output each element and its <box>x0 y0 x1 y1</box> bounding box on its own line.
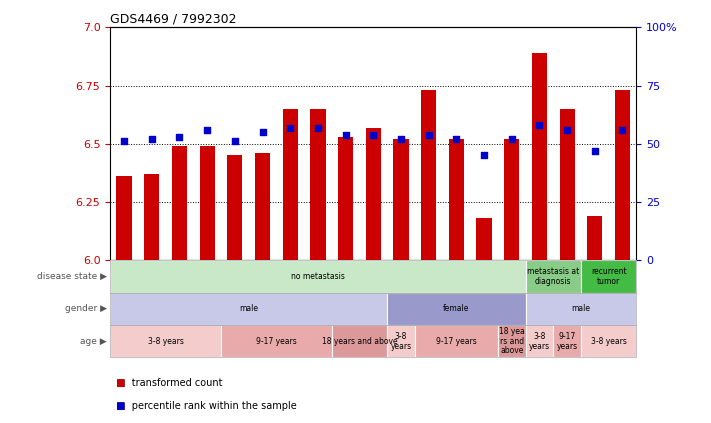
Point <box>201 126 213 133</box>
Bar <box>387 325 415 357</box>
Point <box>451 136 462 143</box>
Point <box>479 152 490 159</box>
Bar <box>421 90 437 260</box>
Text: disease state ▶: disease state ▶ <box>37 272 107 281</box>
Bar <box>498 325 525 357</box>
Text: male: male <box>572 304 590 313</box>
Bar <box>110 293 387 325</box>
Bar <box>282 109 298 260</box>
Text: 18 yea
rs and
above: 18 yea rs and above <box>499 327 525 355</box>
Bar <box>117 176 132 260</box>
Bar <box>560 109 574 260</box>
Bar <box>110 260 525 293</box>
Point <box>368 131 379 138</box>
Text: age ▶: age ▶ <box>80 337 107 346</box>
Bar <box>255 153 270 260</box>
Text: gender ▶: gender ▶ <box>65 304 107 313</box>
Bar <box>172 146 187 260</box>
Text: female: female <box>443 304 469 313</box>
Text: no metastasis: no metastasis <box>291 272 345 281</box>
Text: male: male <box>239 304 258 313</box>
Point <box>617 126 629 133</box>
Point <box>257 129 268 136</box>
Bar <box>387 293 525 325</box>
Bar <box>310 109 326 260</box>
Point <box>395 136 407 143</box>
Bar <box>525 260 581 293</box>
Point <box>312 124 324 131</box>
Text: 3-8
years: 3-8 years <box>529 332 550 351</box>
Bar <box>553 325 581 357</box>
Text: ■  percentile rank within the sample: ■ percentile rank within the sample <box>110 401 297 411</box>
Point <box>423 131 434 138</box>
Bar <box>581 325 636 357</box>
Text: 18 years and above: 18 years and above <box>321 337 397 346</box>
Text: 3-8
years: 3-8 years <box>390 332 412 351</box>
Text: 3-8 years: 3-8 years <box>591 337 626 346</box>
Text: 9-17 years: 9-17 years <box>436 337 476 346</box>
Bar <box>365 128 381 260</box>
Bar <box>532 53 547 260</box>
Bar <box>221 325 332 357</box>
Text: GDS4469 / 7992302: GDS4469 / 7992302 <box>110 12 237 25</box>
Point <box>534 122 545 129</box>
Point <box>229 138 240 145</box>
Bar <box>393 139 409 260</box>
Bar <box>228 155 242 260</box>
Point <box>284 124 296 131</box>
Bar <box>525 325 553 357</box>
Bar <box>504 139 519 260</box>
Text: recurrent
tumor: recurrent tumor <box>591 267 626 286</box>
Bar <box>110 325 221 357</box>
Text: 9-17 years: 9-17 years <box>256 337 296 346</box>
Text: 3-8 years: 3-8 years <box>148 337 183 346</box>
Point <box>589 148 601 154</box>
Bar <box>449 139 464 260</box>
Point <box>146 136 157 143</box>
Point <box>562 126 573 133</box>
Text: metastasis at
diagnosis: metastasis at diagnosis <box>527 267 579 286</box>
Bar <box>615 90 630 260</box>
Bar <box>587 216 602 260</box>
Text: ■  transformed count: ■ transformed count <box>110 378 223 388</box>
Text: ■: ■ <box>110 401 126 411</box>
Bar <box>525 293 636 325</box>
Bar <box>200 146 215 260</box>
Bar <box>476 218 492 260</box>
Bar <box>332 325 387 357</box>
Point <box>340 131 351 138</box>
Bar <box>415 325 498 357</box>
Bar <box>144 174 159 260</box>
Point <box>506 136 518 143</box>
Bar <box>338 137 353 260</box>
Bar <box>581 260 636 293</box>
Text: ■: ■ <box>110 378 126 388</box>
Point <box>173 134 185 140</box>
Point <box>118 138 129 145</box>
Text: 9-17
years: 9-17 years <box>557 332 577 351</box>
